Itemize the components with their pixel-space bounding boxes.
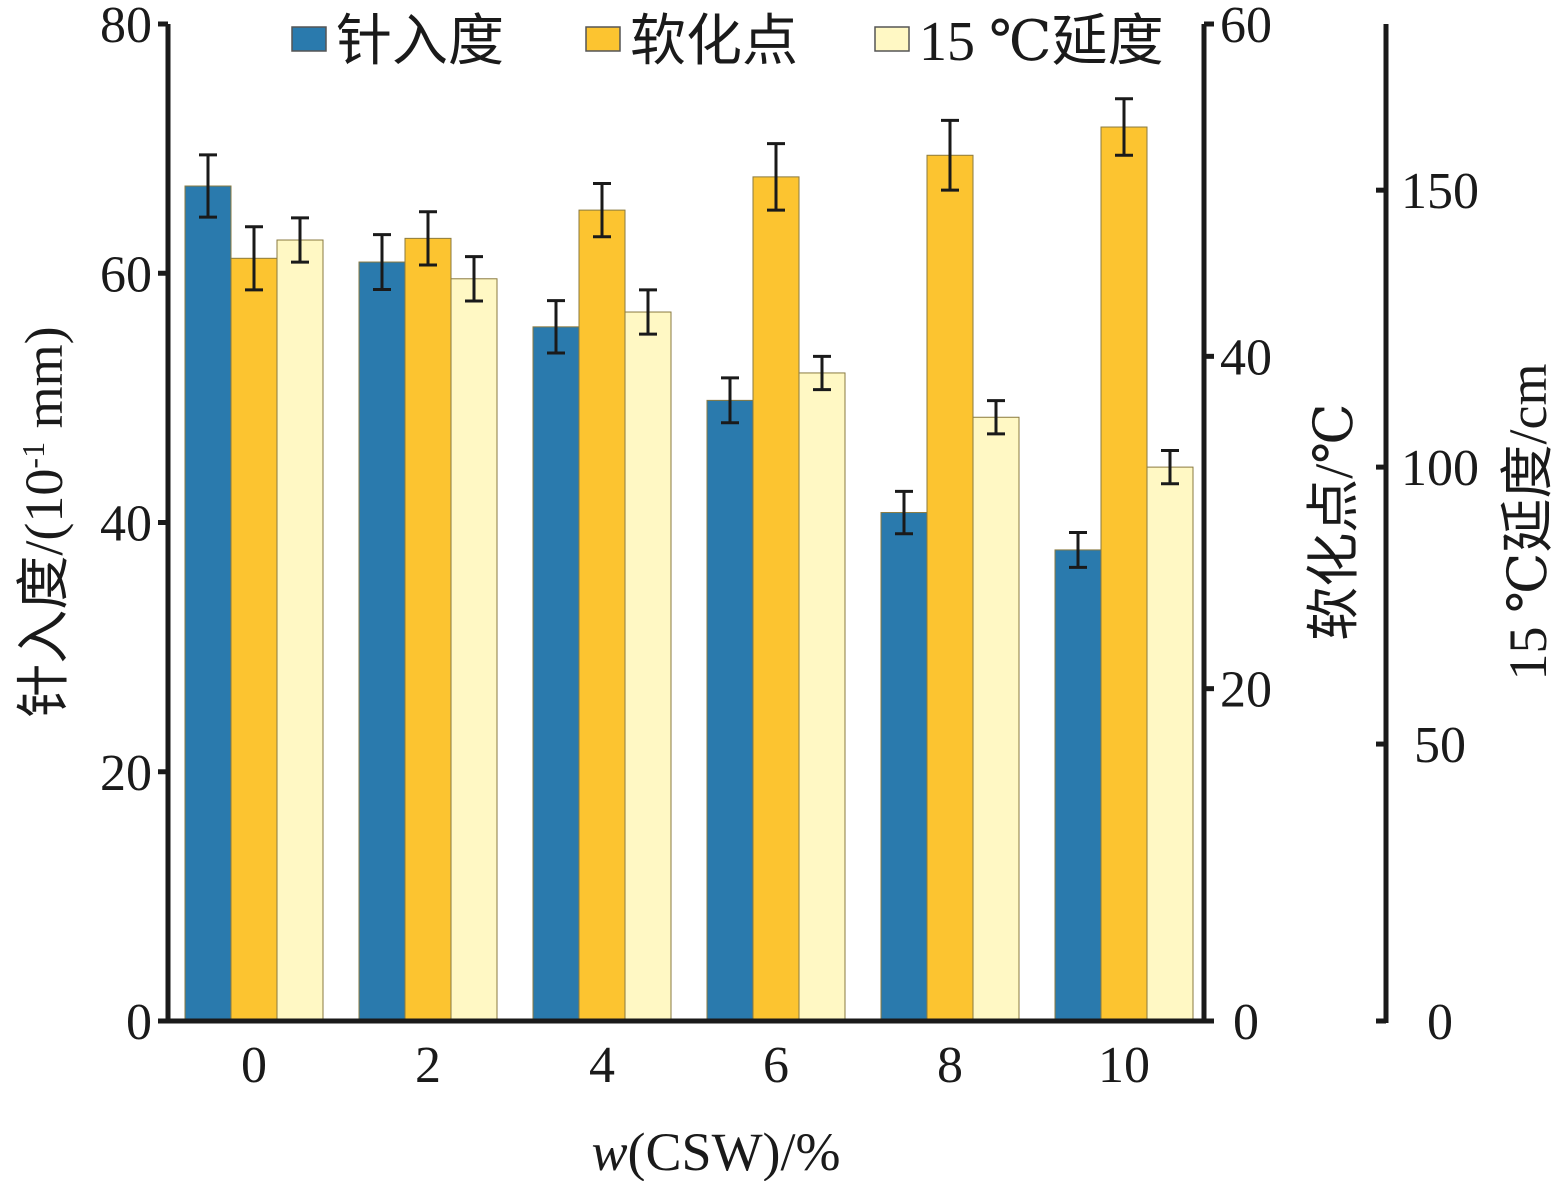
x-axis-title-rest: (CSW)/% — [628, 1122, 841, 1181]
bar-2-2 — [450, 278, 498, 1022]
bar-1-8 — [926, 154, 974, 1022]
right1-axis-title-group: 软化点/℃ — [1304, 403, 1364, 640]
bar-1-4 — [578, 209, 626, 1022]
bar-2-6 — [798, 372, 846, 1022]
bars-layer — [184, 126, 1194, 1022]
bar-2-8 — [972, 416, 1020, 1022]
right2-axis-title-group: 15 ℃延度/cm — [1498, 364, 1558, 681]
left-axis-title-end: mm) — [14, 326, 74, 442]
left-axis-title-sup: -1 — [15, 442, 51, 469]
bar-0-8 — [880, 512, 928, 1022]
softening-axis-title: 软化点/℃ — [1304, 403, 1364, 640]
legend-swatch-ductility — [874, 26, 910, 52]
bar-1-2 — [404, 237, 452, 1022]
left-axis-title: 针入度/(10-1 mm) — [14, 326, 74, 717]
x-tick-label-8: 8 — [937, 1037, 963, 1094]
bar-0-10 — [1054, 549, 1102, 1022]
legend-swatch-softening — [585, 26, 621, 52]
legend: 针入度 软化点 15 ℃延度 — [291, 11, 1164, 73]
legend-label-ductility: 15 ℃延度 — [919, 11, 1164, 73]
softening-tick-label-40: 40 — [1220, 329, 1272, 386]
bar-0-0 — [184, 185, 232, 1022]
bar-1-0 — [230, 257, 278, 1022]
left-tick-label-20: 20 — [100, 745, 152, 802]
ductility-tick-label-150: 150 — [1401, 163, 1479, 220]
legend-swatch-penetration — [291, 26, 327, 52]
left-axis-title-group: 针入度/(10-1 mm) — [14, 326, 74, 717]
bar-2-0 — [276, 239, 324, 1022]
legend-label-softening: 软化点 — [630, 11, 798, 73]
left-axis-title-main: 针入度/(10 — [14, 469, 74, 718]
ductility-tick-label-100: 100 — [1401, 440, 1479, 497]
error-bars-layer — [199, 97, 1179, 569]
ductility-tick-label-50: 50 — [1414, 717, 1466, 774]
x-axis-title-italic: w — [592, 1122, 628, 1181]
x-tick-label-2: 2 — [415, 1037, 441, 1094]
softening-tick-label-20: 20 — [1220, 662, 1272, 719]
x-tick-label-0: 0 — [241, 1037, 267, 1094]
x-axis-title: w(CSW)/% — [592, 1122, 841, 1181]
softening-tick-label-0: 0 — [1233, 994, 1259, 1051]
x-tick-label-4: 4 — [589, 1037, 615, 1094]
bar-2-4 — [624, 311, 672, 1022]
left-tick-label-80: 80 — [100, 0, 152, 54]
bar-0-2 — [358, 261, 406, 1022]
ductility-tick-label-0: 0 — [1427, 994, 1453, 1051]
bar-0-4 — [532, 326, 580, 1022]
x-tick-label-6: 6 — [763, 1037, 789, 1094]
left-tick-label-0: 0 — [126, 994, 152, 1051]
bar-1-6 — [752, 176, 800, 1022]
bar-1-10 — [1100, 126, 1148, 1022]
bar-0-6 — [706, 399, 754, 1022]
left-tick-label-40: 40 — [100, 496, 152, 553]
softening-tick-label-60: 60 — [1220, 0, 1272, 54]
legend-label-penetration: 针入度 — [336, 11, 504, 73]
bar-2-10 — [1146, 466, 1194, 1022]
x-tick-label-10: 10 — [1098, 1037, 1150, 1094]
left-tick-label-60: 60 — [100, 246, 152, 303]
ductility-axis-title: 15 ℃延度/cm — [1498, 364, 1558, 681]
